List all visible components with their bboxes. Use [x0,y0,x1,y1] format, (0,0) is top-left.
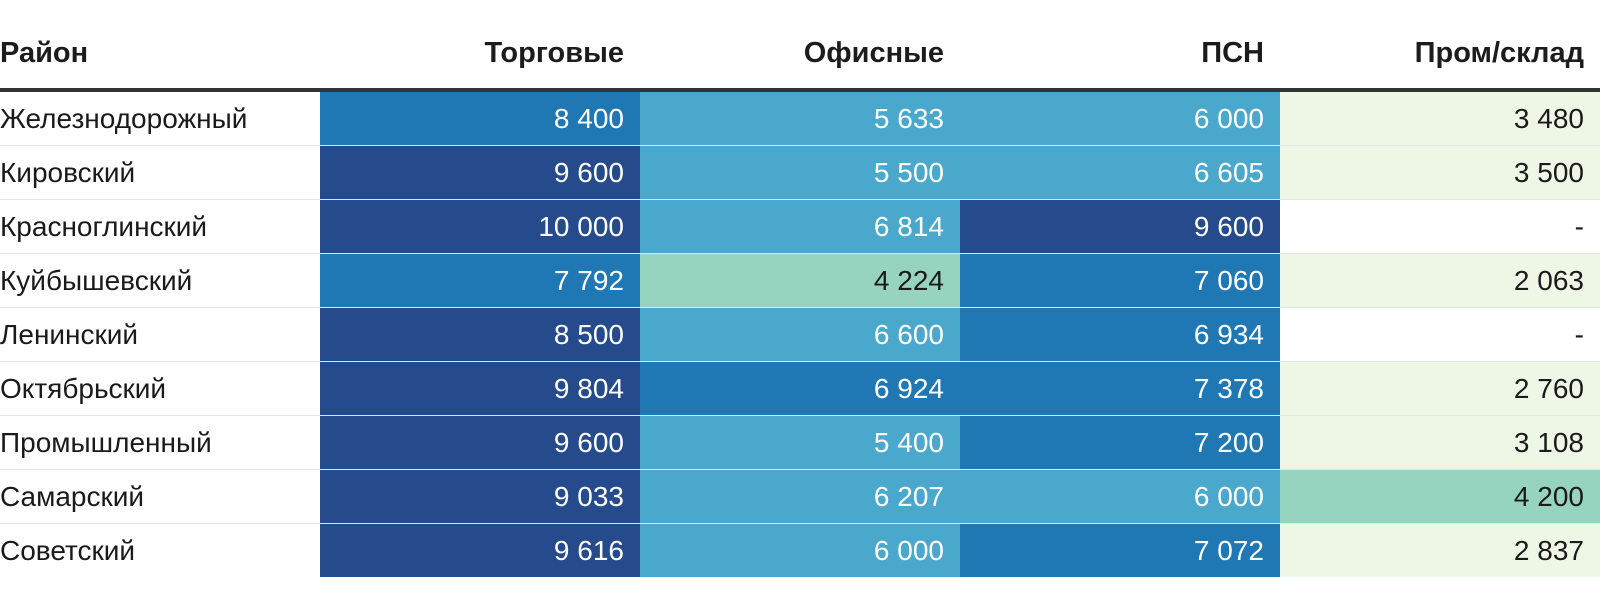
district-name-cell: Ленинский [0,307,320,362]
table-header: Район Торговые Офисные ПСН Пром/склад [0,18,1600,92]
table-row: Советский 9 616 6 000 7 072 2 837 [0,523,1600,577]
value-cell: 2 760 [1280,361,1600,416]
value-cell: 7 200 [960,415,1280,470]
value-cell: 7 792 [320,253,640,308]
value-cell: 4 224 [640,253,960,308]
table-row: Самарский 9 033 6 207 6 000 4 200 [0,469,1600,524]
value-cell: 5 633 [640,90,960,146]
value-cell: 7 060 [960,253,1280,308]
value-cell: 5 500 [640,145,960,200]
value-cell: 3 500 [1280,145,1600,200]
table-row: Красноглинский 10 000 6 814 9 600- [0,199,1600,254]
value-cell: 7 072 [960,523,1280,577]
value-cell: - [1280,199,1600,254]
value-cell: 7 378 [960,361,1280,416]
column-header-industrial: Пром/склад [1280,18,1600,92]
value-cell: 6 000 [640,523,960,577]
value-cell: 2 063 [1280,253,1600,308]
value-cell: 6 814 [640,199,960,254]
value-cell: 2 837 [1280,523,1600,577]
header-row: Район Торговые Офисные ПСН Пром/склад [0,18,1600,92]
value-cell: - [1280,307,1600,362]
value-cell: 9 616 [320,523,640,577]
heatmap-table: Район Торговые Офисные ПСН Пром/склад Же… [0,18,1600,577]
table-body: Железнодорожный 8 400 5 633 6 000 3 480 Киров… [0,90,1600,577]
district-name-cell: Кировский [0,145,320,200]
value-cell: 9 600 [960,199,1280,254]
value-cell: 6 000 [960,469,1280,524]
district-name-cell: Железнодорожный [0,90,320,146]
table-row: Кировский 9 600 5 500 6 605 3 500 [0,145,1600,200]
value-cell: 6 605 [960,145,1280,200]
value-cell: 6 207 [640,469,960,524]
table-row: Ленинский 8 500 6 600 6 934- [0,307,1600,362]
value-cell: 9 804 [320,361,640,416]
value-cell: 4 200 [1280,469,1600,524]
district-name-cell: Куйбышевский [0,253,320,308]
value-cell: 8 400 [320,90,640,146]
district-name-cell: Самарский [0,469,320,524]
value-cell: 6 000 [960,90,1280,146]
value-cell: 5 400 [640,415,960,470]
value-cell: 8 500 [320,307,640,362]
table-row: Промышленный 9 600 5 400 7 200 3 108 [0,415,1600,470]
value-cell: 3 480 [1280,90,1600,146]
district-name-cell: Красноглинский [0,199,320,254]
table-row: Октябрьский 9 804 6 924 7 378 2 760 [0,361,1600,416]
column-header-psn: ПСН [960,18,1280,92]
value-cell: 6 924 [640,361,960,416]
table-row: Куйбышевский 7 792 4 224 7 060 2 063 [0,253,1600,308]
table-row: Железнодорожный 8 400 5 633 6 000 3 480 [0,90,1600,146]
district-name-cell: Советский [0,523,320,577]
value-cell: 9 600 [320,145,640,200]
district-name-cell: Октябрьский [0,361,320,416]
value-cell: 3 108 [1280,415,1600,470]
value-cell: 6 934 [960,307,1280,362]
value-cell: 9 600 [320,415,640,470]
value-cell: 6 600 [640,307,960,362]
district-name-cell: Промышленный [0,415,320,470]
value-cell: 10 000 [320,199,640,254]
column-header-retail: Торговые [320,18,640,92]
column-header-district: Район [0,18,320,92]
value-cell: 9 033 [320,469,640,524]
column-header-office: Офисные [640,18,960,92]
